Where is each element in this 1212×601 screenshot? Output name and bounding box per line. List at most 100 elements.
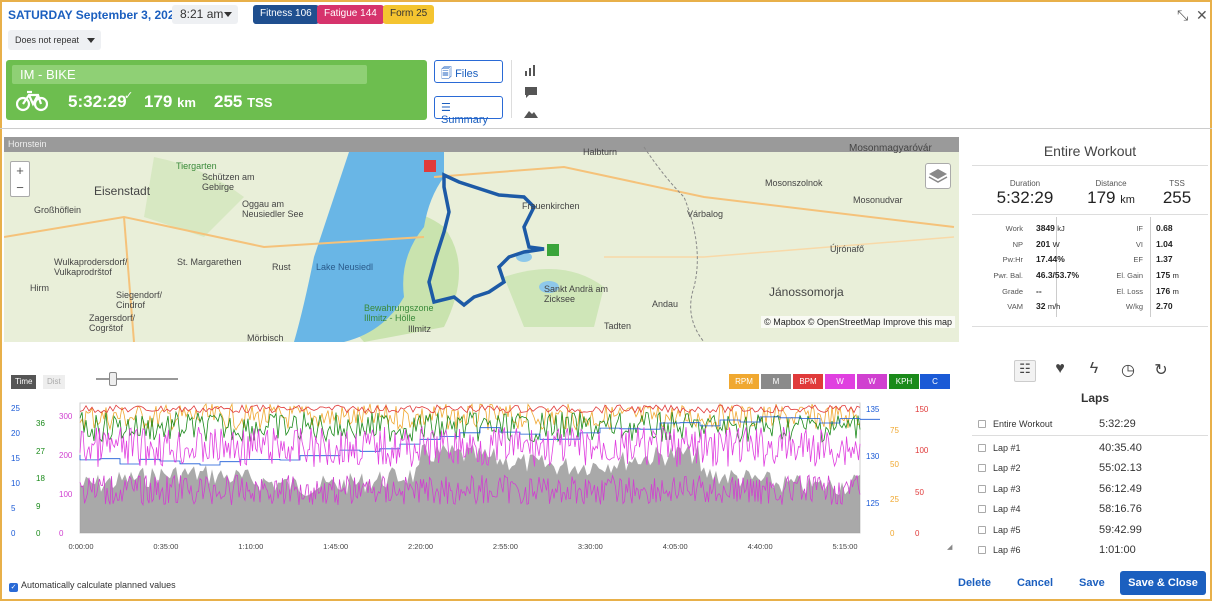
resize-handle-icon[interactable]: ◢: [947, 544, 953, 551]
tss-value: 255: [1162, 188, 1192, 207]
lap-checkbox[interactable]: [978, 444, 986, 452]
metric-unit: W: [1052, 240, 1060, 249]
lap-row[interactable]: Lap #5 59:42.99: [970, 521, 1210, 541]
power-line: [79, 425, 861, 468]
axis-tick-label: 25: [890, 494, 899, 504]
axis-tick-label: 5: [11, 504, 16, 513]
summary-title: Entire Workout: [1043, 143, 1137, 159]
divider: [0, 128, 1212, 129]
divider: [972, 435, 1208, 436]
time-select[interactable]: 8:21 am: [172, 5, 238, 24]
chevron-down-icon: [224, 12, 232, 17]
laps-list-icon[interactable]: ☷: [1014, 360, 1036, 382]
axis-tick-label: 0: [11, 529, 16, 538]
lap-checkbox[interactable]: [978, 546, 986, 554]
axis-tick-label: 135: [866, 405, 880, 414]
clock-icon[interactable]: ◷: [1121, 362, 1135, 379]
time-toggle[interactable]: Time: [11, 375, 37, 389]
lightning-icon[interactable]: ϟ: [1089, 360, 1099, 377]
metric-unit: m: [1172, 287, 1179, 296]
zoom-out-button[interactable]: −: [16, 180, 24, 195]
smoothing-slider-track[interactable]: [96, 378, 178, 380]
lap-row[interactable]: Lap #1 40:35.40: [970, 439, 1210, 459]
lap-row[interactable]: Lap #6 1:01:00: [970, 541, 1210, 561]
workout-title[interactable]: IM - BIKE: [12, 65, 367, 84]
axis-tick-label: 25: [11, 404, 20, 413]
metric-value: 46.3/53.7%: [1036, 270, 1080, 280]
lap-checkbox[interactable]: [978, 505, 986, 513]
legend-item[interactable]: RPM: [729, 374, 759, 389]
metric-unit: kJ: [1057, 224, 1065, 233]
map-credit[interactable]: © Mapbox © OpenStreetMap Improve this ma…: [761, 316, 955, 328]
lap-checkbox[interactable]: [978, 526, 986, 534]
files-icon: 🗐: [441, 68, 452, 80]
heart-icon[interactable]: ♥: [1055, 360, 1065, 377]
lap-checkbox[interactable]: [978, 485, 986, 493]
axis-tick-label: 27: [36, 446, 45, 456]
metric-unit: m: [1172, 271, 1179, 280]
lap-row[interactable]: Lap #4 58:16.76: [970, 500, 1210, 520]
map-place: Jánossomorja: [769, 285, 844, 299]
bar-chart-icon[interactable]: [524, 64, 538, 76]
cancel-button[interactable]: Cancel: [1017, 577, 1054, 589]
lap-name: Lap #2: [993, 463, 1021, 473]
lap-row[interactable]: Lap #3 56:12.49: [970, 480, 1210, 500]
map-place: Siegendorf/ Cindrof: [116, 290, 163, 310]
map-place: Zagersdorf/ Cogrštof: [89, 313, 136, 333]
map-place: Bewahrungszone Illmitz - Hölle: [364, 303, 434, 323]
metric-label: Grade: [1002, 287, 1023, 296]
lap-name: Lap #3: [993, 484, 1021, 494]
legend-item[interactable]: M: [761, 374, 791, 389]
summary-button[interactable]: ☰ Summary: [434, 96, 503, 126]
checkbox-checked-icon: ✓: [9, 583, 18, 592]
files-label: Files: [455, 68, 479, 80]
axis-tick-label: 0: [59, 529, 64, 538]
axis-tick-label: 300: [59, 412, 73, 421]
lap-checkbox[interactable]: [978, 420, 986, 428]
metric-label: EF: [1133, 255, 1143, 264]
divider: [972, 326, 1208, 327]
metric-label: IF: [1136, 224, 1143, 233]
collapse-icon[interactable]: ⤡: [1177, 7, 1189, 23]
divider: [511, 60, 512, 118]
repeat-select[interactable]: Does not repeat: [8, 30, 101, 50]
axis-tick-label: 9: [36, 501, 41, 511]
legend-item[interactable]: BPM: [793, 374, 823, 389]
legend-item[interactable]: W: [825, 374, 855, 389]
legend-item[interactable]: W: [857, 374, 887, 389]
lap-name: Lap #4: [993, 504, 1021, 514]
metric-value: 201: [1036, 239, 1051, 249]
duration-value: 5:32:29: [996, 188, 1054, 207]
map-place: Schützen am Gebirge: [202, 172, 255, 192]
map-place: Sankt Andrä am Zicksee: [544, 284, 609, 304]
close-icon[interactable]: ✕: [1196, 7, 1208, 23]
axis-tick-label: 50: [915, 487, 924, 497]
save-close-button[interactable]: Save & Close: [1120, 571, 1206, 595]
route-map[interactable]: + − Hornstein Tiergarten Eisenstadt Schüt…: [4, 137, 959, 342]
workout-chart[interactable]: [0, 395, 960, 555]
axis-tick-label: 50: [890, 460, 899, 470]
auto-calc-checkbox[interactable]: ✓ Automatically calculate planned values: [9, 580, 176, 592]
lap-checkbox[interactable]: [978, 464, 986, 472]
zoom-in-button[interactable]: +: [16, 163, 24, 178]
save-button[interactable]: Save: [1079, 577, 1105, 589]
smoothing-slider-thumb[interactable]: [109, 372, 117, 386]
refresh-icon[interactable]: ↻: [1154, 362, 1168, 379]
divider: [1056, 217, 1057, 317]
lap-row[interactable]: Entire Workout 5:32:29: [970, 415, 1210, 435]
legend-item[interactable]: KPH: [889, 374, 919, 389]
metric-unit: m/h: [1047, 302, 1061, 311]
lap-row[interactable]: Lap #2 55:02.13: [970, 459, 1210, 479]
layers-button[interactable]: [925, 163, 951, 189]
comment-icon[interactable]: [524, 86, 538, 98]
files-button[interactable]: 🗐 Files: [434, 60, 503, 83]
delete-button[interactable]: Delete: [958, 577, 992, 589]
map-place: Tiergarten: [176, 161, 217, 171]
elevation-area: [80, 443, 860, 533]
distance-toggle[interactable]: Dist: [43, 375, 65, 389]
elevation-icon[interactable]: [524, 108, 538, 118]
zoom-control[interactable]: + −: [10, 161, 30, 197]
legend-item[interactable]: C: [920, 374, 950, 389]
axis-tick-label: 150: [915, 405, 929, 414]
axis-tick-label: 10: [11, 479, 20, 488]
